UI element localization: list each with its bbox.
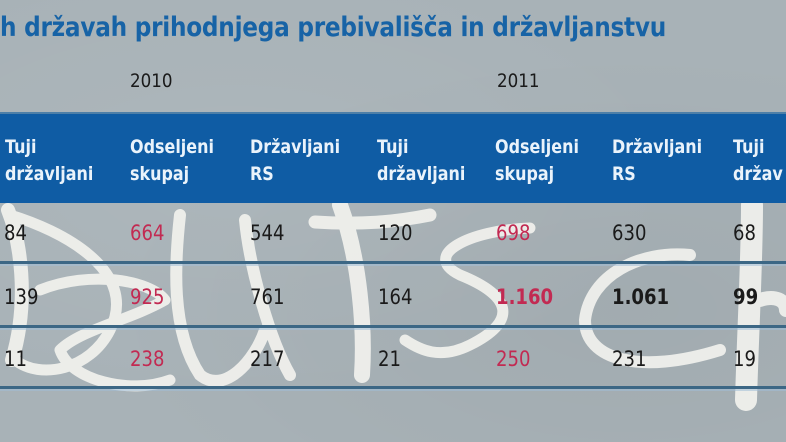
column-header: Odseljeni skupaj xyxy=(495,136,579,185)
row-divider xyxy=(0,386,786,389)
column-header: Državljani RS xyxy=(612,136,703,185)
table-cell-total: 698 xyxy=(496,221,531,245)
table-cell: 68 xyxy=(733,221,756,245)
year-label-2011: 2011 xyxy=(497,70,540,92)
row-divider xyxy=(0,261,786,264)
table-cell-total: 250 xyxy=(496,347,531,371)
table-cell: 19 xyxy=(733,347,756,371)
table-cell: 99 xyxy=(733,285,759,309)
row-divider xyxy=(0,325,786,328)
table-cell: 84 xyxy=(4,221,27,245)
table-title: h državah prihodnjega prebivališča in dr… xyxy=(0,12,667,43)
table-cell: 1.061 xyxy=(612,285,670,309)
table-cell-total: 925 xyxy=(130,285,165,309)
table-cell-total: 1.160 xyxy=(496,285,554,309)
table-cell: 217 xyxy=(250,347,285,371)
table-cell: 21 xyxy=(378,347,401,371)
column-header: Tuji državljani xyxy=(5,136,94,185)
table-cell: 761 xyxy=(250,285,285,309)
column-header: Tuji držav xyxy=(733,136,783,185)
table-cell: 164 xyxy=(378,285,413,309)
column-header: Tuji državljani xyxy=(377,136,466,185)
year-label-2010: 2010 xyxy=(130,70,173,92)
table-cell: 544 xyxy=(250,221,285,245)
table-cell: 11 xyxy=(4,347,27,371)
table-cell-total: 664 xyxy=(130,221,165,245)
table-cell: 231 xyxy=(612,347,647,371)
table-header: Tuji državljani Odseljeni skupaj Državljan… xyxy=(0,112,786,203)
table-cell: 630 xyxy=(612,221,647,245)
table-cell: 139 xyxy=(4,285,39,309)
table-cell: 120 xyxy=(378,221,413,245)
column-header: Odseljeni skupaj xyxy=(130,136,214,185)
table-cell-total: 238 xyxy=(130,347,165,371)
column-header: Državljani RS xyxy=(250,136,341,185)
